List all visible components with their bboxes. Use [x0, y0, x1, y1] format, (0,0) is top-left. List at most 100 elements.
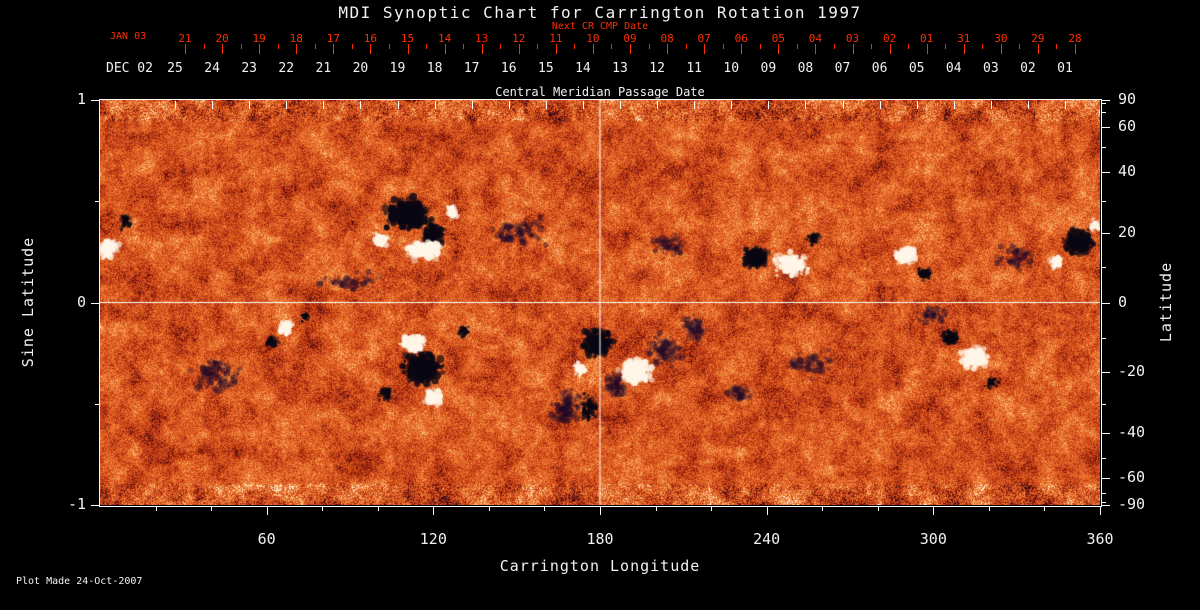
left-axis-title: Sine Latitude	[19, 236, 37, 368]
cmp-day-tick	[286, 101, 288, 109]
red-halfday-tick	[388, 44, 390, 49]
right-axis-title: Latitude	[1157, 261, 1175, 343]
next-cr-day-label: 31	[957, 32, 971, 45]
cmp-day-label: 23	[241, 61, 257, 76]
right-minor-tick	[1101, 201, 1106, 203]
sine-latitude-tick-label: -1	[67, 495, 86, 513]
bottom-minor-tick	[655, 506, 657, 511]
red-day-tick	[259, 44, 261, 54]
cmp-day-tick	[175, 101, 176, 109]
cmp-day-tick	[805, 101, 807, 109]
left-major-tick	[91, 302, 100, 304]
red-day-tick	[1000, 44, 1002, 54]
cmp-day-tick	[508, 101, 510, 109]
red-halfday-tick	[796, 44, 798, 49]
bottom-minor-tick	[322, 506, 324, 511]
right-minor-tick	[1101, 147, 1106, 149]
bottom-major-tick	[766, 506, 768, 515]
red-halfday-tick	[277, 44, 279, 49]
sine-latitude-tick-label: 1	[76, 90, 86, 108]
bottom-minor-tick	[711, 506, 713, 511]
right-major-tick	[1101, 371, 1110, 373]
red-halfday-tick	[982, 44, 984, 49]
next-cr-day-label: 04	[808, 32, 823, 45]
cmp-day-label: 25	[167, 61, 183, 76]
left-major-tick	[91, 100, 100, 101]
longitude-tick-label: 60	[257, 530, 276, 548]
cmp-day-label: 06	[871, 61, 888, 76]
bottom-minor-tick	[488, 506, 490, 511]
red-day-tick	[963, 44, 965, 54]
next-cr-day-label: 18	[289, 32, 303, 45]
cmp-day-label: 21	[315, 61, 332, 76]
longitude-tick-label: 300	[919, 530, 947, 548]
red-halfday-tick	[833, 44, 835, 49]
cmp-day-tick	[434, 101, 436, 109]
red-halfday-tick	[203, 44, 205, 49]
cmp-day-tick	[323, 101, 325, 109]
right-minor-tick	[1101, 337, 1106, 339]
red-day-tick	[852, 44, 854, 54]
cmp-day-tick	[397, 101, 399, 109]
cmp-day-tick	[694, 101, 696, 109]
next-cr-day-label: 28	[1068, 32, 1082, 45]
cmp-day-label: 05	[908, 61, 925, 76]
next-cr-day-label: 29	[1031, 32, 1045, 45]
right-major-tick	[1101, 100, 1110, 101]
longitude-tick-label: 360	[1086, 530, 1114, 548]
cmp-day-label: 08	[797, 61, 814, 76]
red-day-tick	[222, 44, 224, 54]
red-halfday-tick	[945, 44, 947, 49]
red-halfday-tick	[426, 44, 428, 49]
red-halfday-tick	[685, 44, 687, 49]
cmp-day-label: 20	[352, 61, 369, 76]
bottom-minor-tick	[877, 506, 879, 511]
latitude-tick-label: -40	[1118, 422, 1146, 441]
cmp-day-tick	[842, 101, 844, 109]
red-halfday-tick	[500, 44, 502, 49]
red-day-tick	[296, 44, 298, 54]
cmp-day-tick	[1065, 101, 1066, 109]
red-day-tick	[185, 44, 186, 54]
bottom-minor-tick	[211, 506, 213, 511]
red-halfday-tick	[240, 44, 242, 49]
cmp-axis-title: Central Meridian Passage Date	[495, 85, 705, 99]
cmp-day-tick	[916, 101, 918, 109]
right-major-tick	[1101, 127, 1110, 129]
red-halfday-tick	[871, 44, 873, 49]
latitude-tick-label: -90	[1118, 495, 1146, 513]
left-minor-tick	[95, 201, 100, 203]
red-halfday-tick	[648, 44, 650, 49]
red-day-tick	[518, 44, 520, 54]
cmp-day-label: 22	[278, 61, 295, 76]
red-day-tick	[815, 44, 817, 54]
next-cr-day-label: 03	[845, 32, 860, 45]
bottom-major-tick	[266, 506, 268, 515]
next-cr-day-label: 06	[734, 32, 748, 45]
next-cr-day-label: 05	[771, 32, 785, 45]
red-day-tick	[889, 44, 891, 54]
next-cr-day-label: 09	[623, 32, 637, 45]
red-halfday-tick	[574, 44, 576, 49]
next-cr-day-label: 30	[994, 32, 1008, 45]
right-major-tick	[1101, 302, 1110, 304]
red-day-tick	[444, 44, 446, 54]
cmp-day-tick	[471, 101, 473, 109]
cmp-day-label: 11	[686, 61, 702, 76]
red-day-tick	[926, 44, 928, 54]
bottom-axis-title: Carrington Longitude	[499, 557, 701, 575]
left-minor-tick	[95, 403, 100, 405]
red-day-tick	[667, 44, 669, 54]
cmp-day-tick	[360, 101, 362, 109]
red-halfday-tick	[314, 44, 316, 49]
bottom-minor-tick	[544, 506, 546, 511]
red-halfday-tick	[759, 44, 761, 49]
red-halfday-tick	[463, 44, 465, 49]
next-cr-day-label: 01	[920, 32, 934, 45]
cmp-day-label: 13	[612, 61, 628, 76]
longitude-tick-label: 240	[753, 530, 781, 548]
cmp-day-label: 14	[575, 61, 591, 76]
white-axis-month-label: DEC 02	[106, 61, 153, 76]
cmp-day-tick	[620, 101, 621, 109]
red-day-tick	[592, 44, 594, 54]
